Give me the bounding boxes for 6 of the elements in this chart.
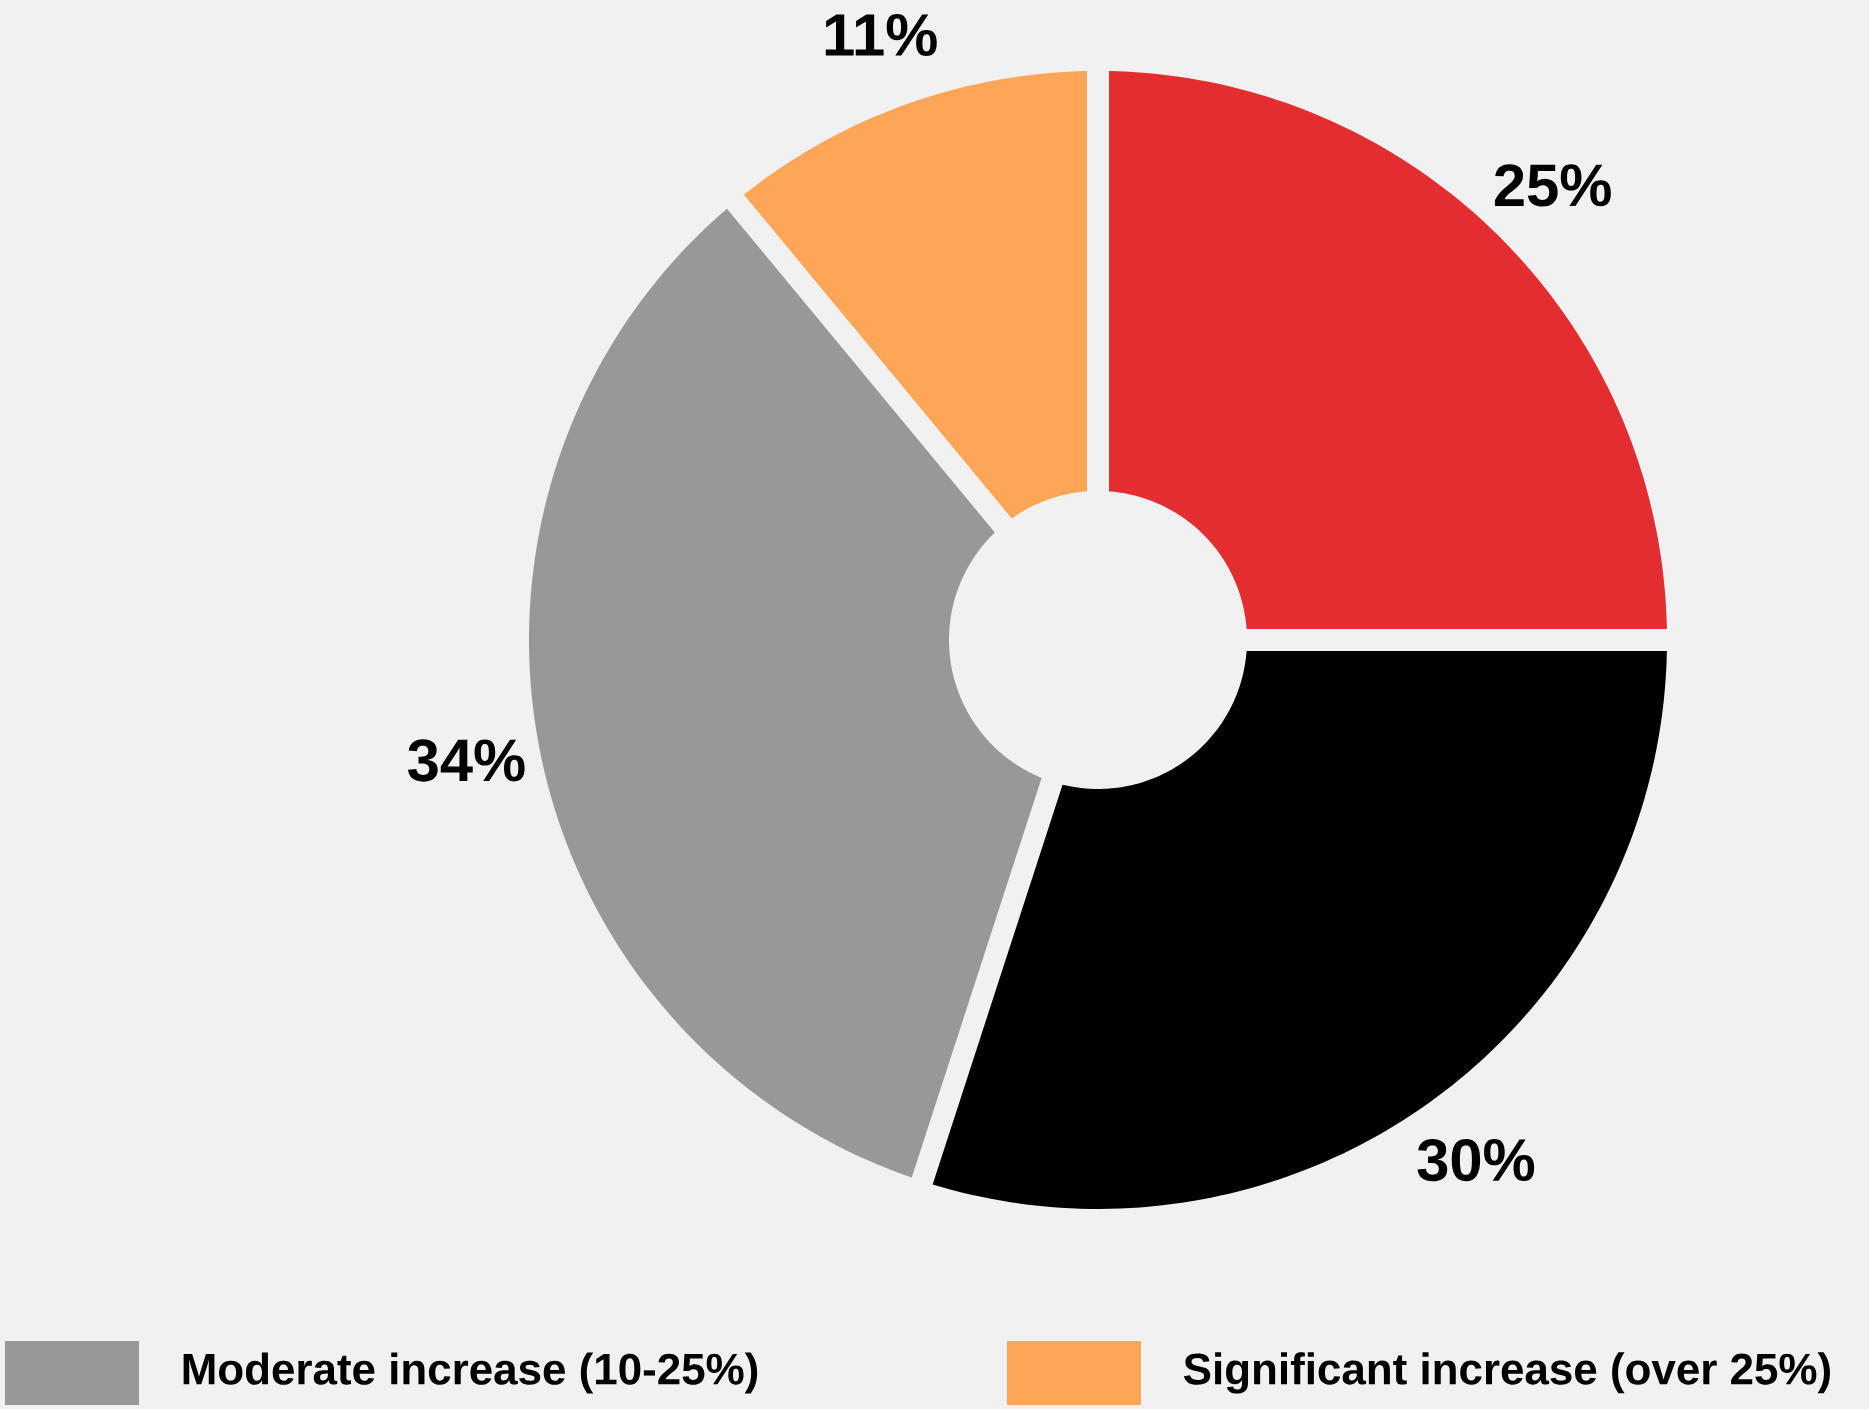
data-label: 11% (825, 14, 937, 57)
data-label: 30% (1417, 1138, 1535, 1182)
legend-label: Moderate increase (10-25%) (183, 1352, 758, 1394)
legend-label: Significant increase (over 25%) (1183, 1352, 1830, 1394)
data-label: 25% (1494, 164, 1611, 207)
data-label: 34% (408, 739, 525, 782)
